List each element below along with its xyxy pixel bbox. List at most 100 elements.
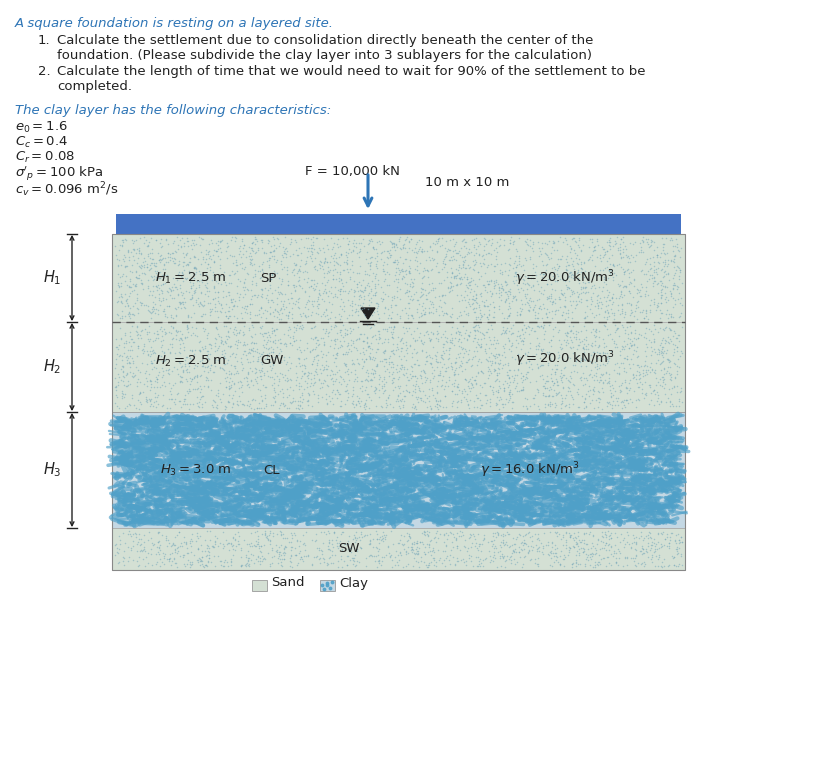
Point xyxy=(624,275,637,288)
Point xyxy=(153,254,166,267)
Point xyxy=(425,548,438,561)
Point xyxy=(177,530,190,543)
Point xyxy=(409,400,422,413)
Point xyxy=(214,306,228,318)
Point xyxy=(475,537,489,550)
Point xyxy=(601,329,615,342)
Point xyxy=(399,367,412,379)
Point xyxy=(396,560,409,573)
Point xyxy=(166,281,179,293)
Point xyxy=(388,292,401,304)
Point xyxy=(407,279,420,292)
Point xyxy=(531,311,545,324)
Point xyxy=(529,299,542,311)
Point xyxy=(229,321,242,334)
Point xyxy=(217,560,230,573)
Point xyxy=(226,548,239,561)
Point xyxy=(125,388,138,401)
Point xyxy=(294,399,307,412)
Point xyxy=(149,303,163,315)
Point xyxy=(379,548,393,561)
Point xyxy=(404,254,417,266)
Point xyxy=(242,554,255,566)
Point xyxy=(523,361,536,374)
Point xyxy=(569,331,582,343)
Point xyxy=(540,290,554,303)
Point xyxy=(158,251,172,264)
Point xyxy=(134,258,148,271)
Point xyxy=(109,340,123,353)
Point xyxy=(224,556,238,569)
Point xyxy=(317,363,330,376)
Point xyxy=(123,289,136,302)
Point xyxy=(198,558,212,571)
Point xyxy=(600,537,613,550)
Point xyxy=(522,321,535,333)
Point xyxy=(277,397,290,410)
Point xyxy=(670,559,683,572)
Point xyxy=(195,297,208,310)
Point xyxy=(600,346,614,359)
Point xyxy=(173,346,186,359)
Point xyxy=(515,343,528,356)
Point xyxy=(146,537,159,549)
Point xyxy=(116,365,129,378)
Point xyxy=(529,309,542,321)
Point xyxy=(660,367,673,379)
Point xyxy=(463,353,476,365)
Point xyxy=(639,268,652,280)
Point xyxy=(545,312,559,324)
Point xyxy=(652,551,666,563)
Point xyxy=(381,390,394,402)
Point xyxy=(158,354,171,367)
Point xyxy=(288,233,301,246)
Point xyxy=(170,274,183,286)
Point xyxy=(537,268,550,280)
Point xyxy=(486,388,500,400)
Point xyxy=(222,388,235,401)
Point xyxy=(293,377,306,389)
Point xyxy=(392,268,405,281)
Point xyxy=(485,384,499,396)
Point xyxy=(474,257,487,269)
Point xyxy=(415,289,429,301)
Point xyxy=(219,534,233,547)
Point xyxy=(444,243,457,256)
Point xyxy=(669,298,682,310)
Point xyxy=(249,278,263,291)
Point xyxy=(578,560,591,573)
Point xyxy=(471,544,485,557)
Point xyxy=(636,231,650,243)
Point xyxy=(146,399,159,412)
Point xyxy=(515,384,528,396)
Point xyxy=(268,381,281,394)
Point xyxy=(487,260,500,272)
Point xyxy=(497,384,510,396)
Point xyxy=(532,285,545,297)
Point xyxy=(143,384,157,396)
Point xyxy=(240,300,254,313)
Point xyxy=(229,351,242,363)
Point xyxy=(344,551,358,564)
Point xyxy=(277,391,290,403)
Point xyxy=(332,542,345,555)
Point xyxy=(423,356,436,369)
Point xyxy=(346,388,359,400)
Point xyxy=(632,328,646,341)
Point xyxy=(624,303,637,316)
Point xyxy=(146,304,159,317)
Point xyxy=(407,551,420,564)
Point xyxy=(168,395,181,408)
Point xyxy=(382,278,395,291)
Point xyxy=(244,256,257,268)
Point xyxy=(202,348,215,360)
Point xyxy=(388,321,401,333)
Point xyxy=(253,307,266,320)
Point xyxy=(407,358,420,370)
Point xyxy=(540,303,554,315)
Point xyxy=(256,378,269,391)
Point xyxy=(331,232,344,245)
Point xyxy=(483,395,496,408)
Point xyxy=(429,395,442,407)
Point xyxy=(515,561,529,573)
